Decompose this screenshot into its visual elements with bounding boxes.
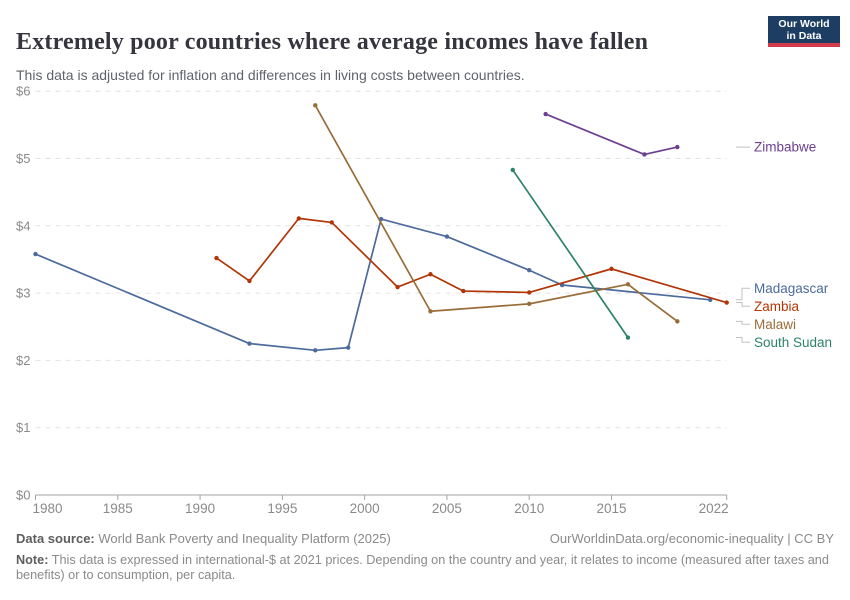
- legend-connector: [736, 337, 750, 343]
- series-point-madagascar[interactable]: [527, 268, 532, 273]
- legend-connector: [736, 302, 750, 307]
- series-point-madagascar[interactable]: [33, 251, 38, 257]
- y-axis-label: $0: [16, 488, 30, 503]
- series-point-malawi[interactable]: [527, 301, 532, 307]
- owid-link[interactable]: OurWorldinData.org/economic-inequality |…: [549, 531, 834, 546]
- x-axis-label: 1990: [185, 501, 215, 516]
- series-point-zambia[interactable]: [609, 266, 614, 272]
- y-axis-label: $5: [16, 151, 30, 166]
- owid-logo-line1: Our World: [778, 17, 830, 30]
- series-point-malawi[interactable]: [313, 103, 318, 108]
- y-axis-label: $6: [16, 84, 30, 99]
- y-axis-label: $2: [16, 353, 30, 368]
- series-point-south-sudan[interactable]: [510, 167, 515, 173]
- owid-logo[interactable]: Our World in Data: [768, 16, 840, 47]
- chart-title: Extremely poor countries where average i…: [16, 29, 649, 56]
- y-axis-label: $1: [16, 420, 30, 435]
- owid-logo-line2: in Data: [786, 29, 822, 42]
- series-line-madagascar[interactable]: [34, 218, 712, 352]
- series-point-zimbabwe[interactable]: [642, 152, 647, 157]
- x-axis-label: 2000: [350, 501, 380, 516]
- chart-subtitle: This data is adjusted for inflation and …: [16, 67, 525, 83]
- legend-label-zambia[interactable]: Zambia: [754, 299, 800, 314]
- x-axis-label: 2010: [514, 501, 544, 516]
- series-line-zimbabwe[interactable]: [544, 113, 679, 156]
- series-point-madagascar[interactable]: [313, 348, 318, 353]
- series-point-zambia[interactable]: [527, 290, 532, 295]
- legend-label-madagascar[interactable]: Madagascar: [754, 281, 829, 296]
- series-point-zimbabwe[interactable]: [543, 111, 548, 117]
- note-label: Note:: [16, 553, 49, 567]
- series-point-madagascar[interactable]: [247, 341, 252, 346]
- series-point-zambia[interactable]: [428, 272, 433, 277]
- legend-connector: [736, 287, 750, 301]
- series-point-zambia[interactable]: [214, 255, 219, 261]
- series-point-zambia[interactable]: [296, 216, 302, 221]
- x-axis-label: 2022: [699, 501, 729, 516]
- legend-label-malawi[interactable]: Malawi: [754, 317, 796, 332]
- series-point-madagascar[interactable]: [444, 234, 450, 239]
- data-source-label: Data source:: [16, 531, 95, 546]
- series-point-zambia[interactable]: [461, 288, 466, 294]
- series-point-south-sudan[interactable]: [625, 335, 631, 340]
- y-axis-label: $4: [16, 218, 30, 233]
- y-axis-label: $3: [16, 286, 30, 301]
- x-axis-label: 2005: [432, 501, 462, 516]
- series-line-malawi[interactable]: [314, 104, 679, 323]
- series-point-zambia[interactable]: [329, 220, 334, 225]
- series-point-malawi[interactable]: [675, 319, 680, 324]
- chart-note: Note: This data is expressed in internat…: [16, 553, 834, 583]
- series-point-zambia[interactable]: [247, 278, 252, 284]
- series-point-zambia[interactable]: [395, 284, 400, 290]
- x-axis-label: 1995: [267, 501, 297, 516]
- series-point-malawi[interactable]: [428, 309, 433, 314]
- series-point-zimbabwe[interactable]: [675, 144, 680, 150]
- series-line-south-sudan[interactable]: [511, 169, 629, 339]
- x-axis-label: 2015: [596, 501, 626, 516]
- data-source-line: Data source: World Bank Poverty and Ineq…: [16, 531, 391, 546]
- series-point-zambia[interactable]: [724, 300, 729, 305]
- x-axis-label: 1980: [33, 501, 63, 516]
- note-text: This data is expressed in international-…: [16, 553, 829, 583]
- series-point-malawi[interactable]: [625, 282, 631, 287]
- legend-label-zimbabwe[interactable]: Zimbabwe: [754, 140, 816, 155]
- data-source-text: World Bank Poverty and Inequality Platfo…: [94, 531, 391, 546]
- legend-connector: [736, 320, 750, 325]
- series-point-madagascar[interactable]: [345, 345, 351, 350]
- legend-label-south-sudan[interactable]: South Sudan: [754, 335, 832, 350]
- series-line-zambia[interactable]: [215, 217, 728, 304]
- x-axis-label: 1985: [103, 501, 133, 516]
